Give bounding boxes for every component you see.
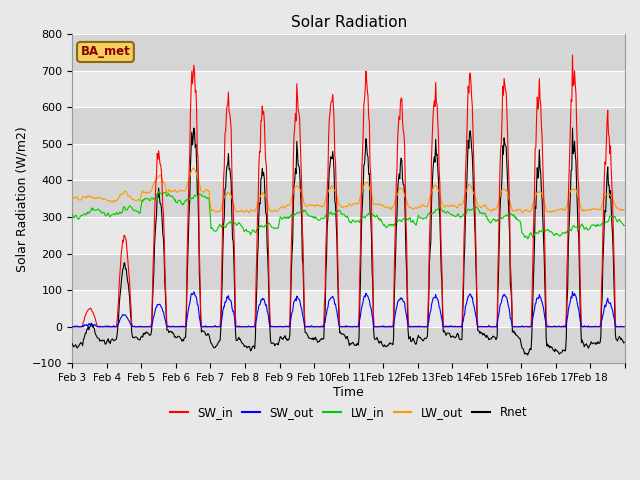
LW_in xyxy=(524,236,531,241)
Y-axis label: Solar Radiation (W/m2): Solar Radiation (W/m2) xyxy=(15,126,28,272)
LW_out xyxy=(102,196,110,202)
LW_in xyxy=(420,215,428,221)
SW_out xyxy=(190,289,198,295)
Rnet xyxy=(524,352,531,358)
LW_in xyxy=(404,217,412,223)
SW_in xyxy=(544,324,552,330)
SW_in xyxy=(389,324,397,330)
Bar xyxy=(72,144,625,180)
LW_out xyxy=(68,195,76,201)
LW_out xyxy=(620,207,628,213)
Bar xyxy=(72,327,625,363)
SW_in xyxy=(420,324,428,330)
LW_out xyxy=(189,165,197,171)
SW_out xyxy=(102,324,110,330)
Rnet xyxy=(620,339,628,345)
Bar xyxy=(72,290,625,327)
Line: Rnet: Rnet xyxy=(72,128,624,355)
Bar xyxy=(72,34,625,71)
LW_out xyxy=(404,203,412,209)
Rnet xyxy=(102,341,110,347)
Rnet xyxy=(487,336,495,342)
LW_in xyxy=(155,189,163,194)
SW_out xyxy=(488,324,495,330)
Rnet xyxy=(68,341,76,347)
Bar xyxy=(72,107,625,144)
LW_in xyxy=(102,213,110,219)
Rnet xyxy=(404,301,412,307)
LW_in xyxy=(545,228,553,234)
Bar xyxy=(72,217,625,253)
Bar xyxy=(72,253,625,290)
Rnet xyxy=(545,343,552,349)
LW_out xyxy=(420,204,428,209)
Title: Solar Radiation: Solar Radiation xyxy=(291,15,407,30)
SW_in xyxy=(102,324,110,330)
SW_out xyxy=(620,324,628,330)
Bar xyxy=(72,71,625,107)
LW_in xyxy=(620,223,628,228)
Rnet xyxy=(420,336,428,342)
Line: SW_out: SW_out xyxy=(72,292,624,327)
SW_in xyxy=(68,324,76,330)
SW_out xyxy=(545,323,552,329)
SW_in xyxy=(569,52,577,58)
LW_in xyxy=(390,223,397,229)
LW_in xyxy=(68,212,76,217)
SW_out xyxy=(390,323,397,328)
SW_in xyxy=(404,280,412,286)
LW_out xyxy=(488,208,495,214)
LW_in xyxy=(488,219,495,225)
SW_out xyxy=(68,324,76,330)
SW_out xyxy=(404,323,412,328)
SW_out xyxy=(420,324,428,330)
X-axis label: Time: Time xyxy=(333,386,364,399)
Text: BA_met: BA_met xyxy=(81,46,131,59)
SW_in xyxy=(620,324,628,330)
Line: LW_in: LW_in xyxy=(72,192,624,239)
Line: SW_in: SW_in xyxy=(72,55,624,327)
Legend: SW_in, SW_out, LW_in, LW_out, Rnet: SW_in, SW_out, LW_in, LW_out, Rnet xyxy=(165,401,532,423)
LW_out xyxy=(518,210,526,216)
Bar xyxy=(72,180,625,217)
Rnet xyxy=(569,125,577,131)
SW_in xyxy=(487,324,495,330)
Line: LW_out: LW_out xyxy=(72,168,624,213)
LW_out xyxy=(390,203,397,209)
Rnet xyxy=(389,342,397,348)
LW_out xyxy=(545,209,553,215)
